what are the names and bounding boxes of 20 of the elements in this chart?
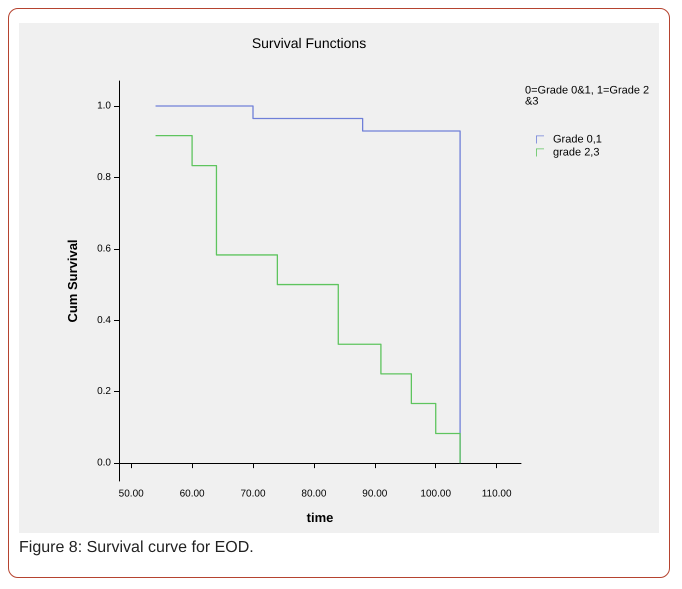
legend-label: grade 2,3 xyxy=(553,146,600,158)
x-tick-label: 90.00 xyxy=(362,488,388,500)
y-axis-title: Cum Survival xyxy=(65,239,80,323)
y-tick-label: 0.2 xyxy=(97,386,112,398)
x-tick-label: 60.00 xyxy=(180,488,206,500)
x-tick-label: 50.00 xyxy=(118,488,144,500)
x-tick-label: 70.00 xyxy=(240,488,266,500)
x-axis-title: time xyxy=(306,510,334,525)
y-tick-label: 0.8 xyxy=(97,172,112,183)
legend-title: 0=Grade 0&1, 1=Grade 2&3 xyxy=(525,84,650,108)
y-tick-label: 0.6 xyxy=(97,243,112,254)
chart-title: Survival Functions xyxy=(252,35,366,51)
x-tick-label: 80.00 xyxy=(301,488,327,500)
x-tick-label: 110.00 xyxy=(482,488,512,500)
y-tick-label: 0.4 xyxy=(97,314,112,326)
y-tick-label: 0.0 xyxy=(97,458,112,469)
caption: Figure 8: Survival curve for EOD. xyxy=(19,539,255,557)
x-tick-label: 100.00 xyxy=(420,488,452,500)
legend-label: Grade 0,1 xyxy=(553,134,602,146)
y-tick-label: 1.0 xyxy=(97,100,112,112)
